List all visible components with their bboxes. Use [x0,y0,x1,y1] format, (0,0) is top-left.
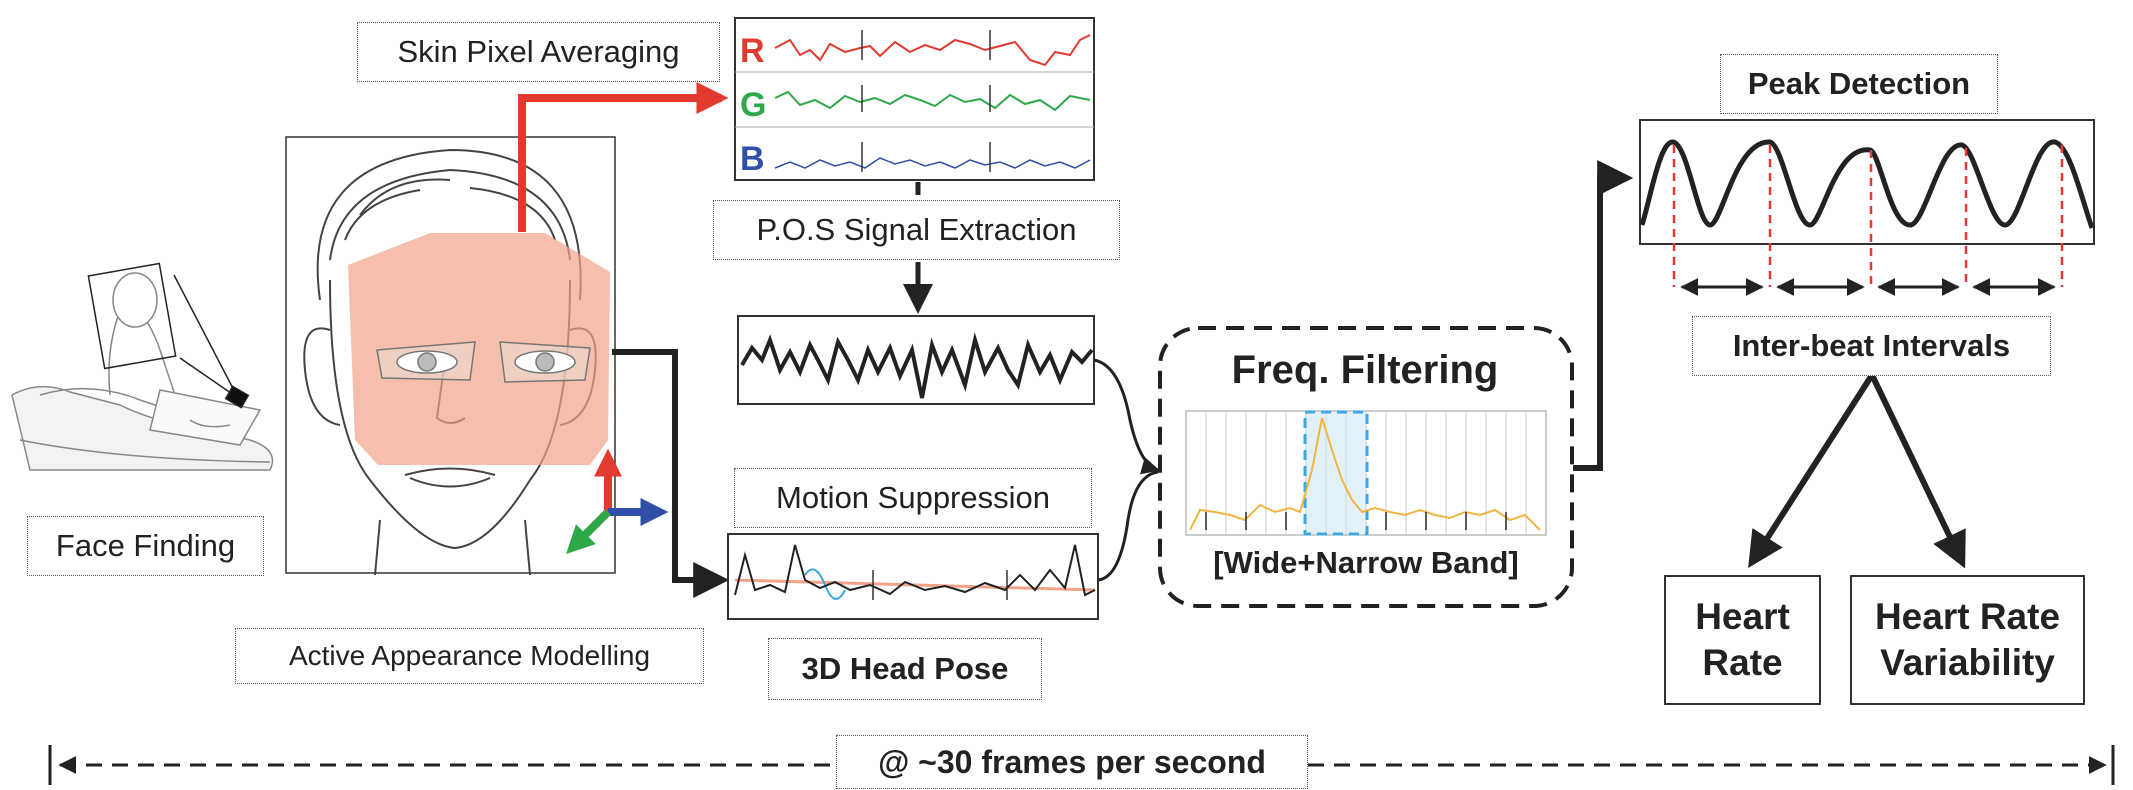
freq-filtering-title: Freq. Filtering [1231,347,1499,392]
r-trace [774,34,1091,67]
motion-suppression-label: Motion Suppression [734,468,1092,528]
heart-rate-label: Heart Rate [1664,575,1821,705]
skin-to-rgb-arrow [518,82,729,232]
rgb-traces-panel: R G B [734,17,1095,181]
filter-to-peak-arrow [1573,160,1634,471]
motion-signal-panel [727,533,1099,620]
peak-detection-panel [1639,119,2095,296]
inter-beat-intervals-label: Inter-beat Intervals [1692,316,2051,376]
spectrum-plot [1185,410,1547,536]
3d-axes-icon [566,448,669,554]
person-at-laptop-icon [11,272,274,471]
eye-regions [376,341,591,383]
face-finding-label: Face Finding [27,516,264,576]
pos-to-filter-arrow [1093,358,1160,475]
frame-rate-label: @ ~30 frames per second [836,735,1308,789]
head-pose-label: 3D Head Pose [768,638,1042,700]
active-appearance-modelling-label: Active Appearance Modelling [235,628,704,684]
skin-pixel-averaging-label: Skin Pixel Averaging [357,22,720,82]
g-trace [774,90,1091,112]
heart-rate-variability-label: Heart Rate Variability [1850,575,2085,705]
channel-b-label: B [740,140,765,178]
ibi-to-hr-arrow [1748,373,1875,569]
b-trace [774,157,1091,169]
face-to-motion-arrow [612,349,730,598]
skin-roi-overlay [348,233,610,465]
motion-to-filter-arrow [1097,470,1159,582]
ibi-to-hrv-arrow [1869,373,1966,569]
pos-signal-panel [737,315,1095,405]
channel-r-label: R [740,32,765,70]
band-label: [Wide+Narrow Band] [1213,545,1519,580]
channel-g-label: G [740,86,766,124]
pos-signal-extraction-label: P.O.S Signal Extraction [713,200,1120,260]
peak-detection-label: Peak Detection [1720,54,1998,114]
camera-frustum-icon [87,262,250,409]
